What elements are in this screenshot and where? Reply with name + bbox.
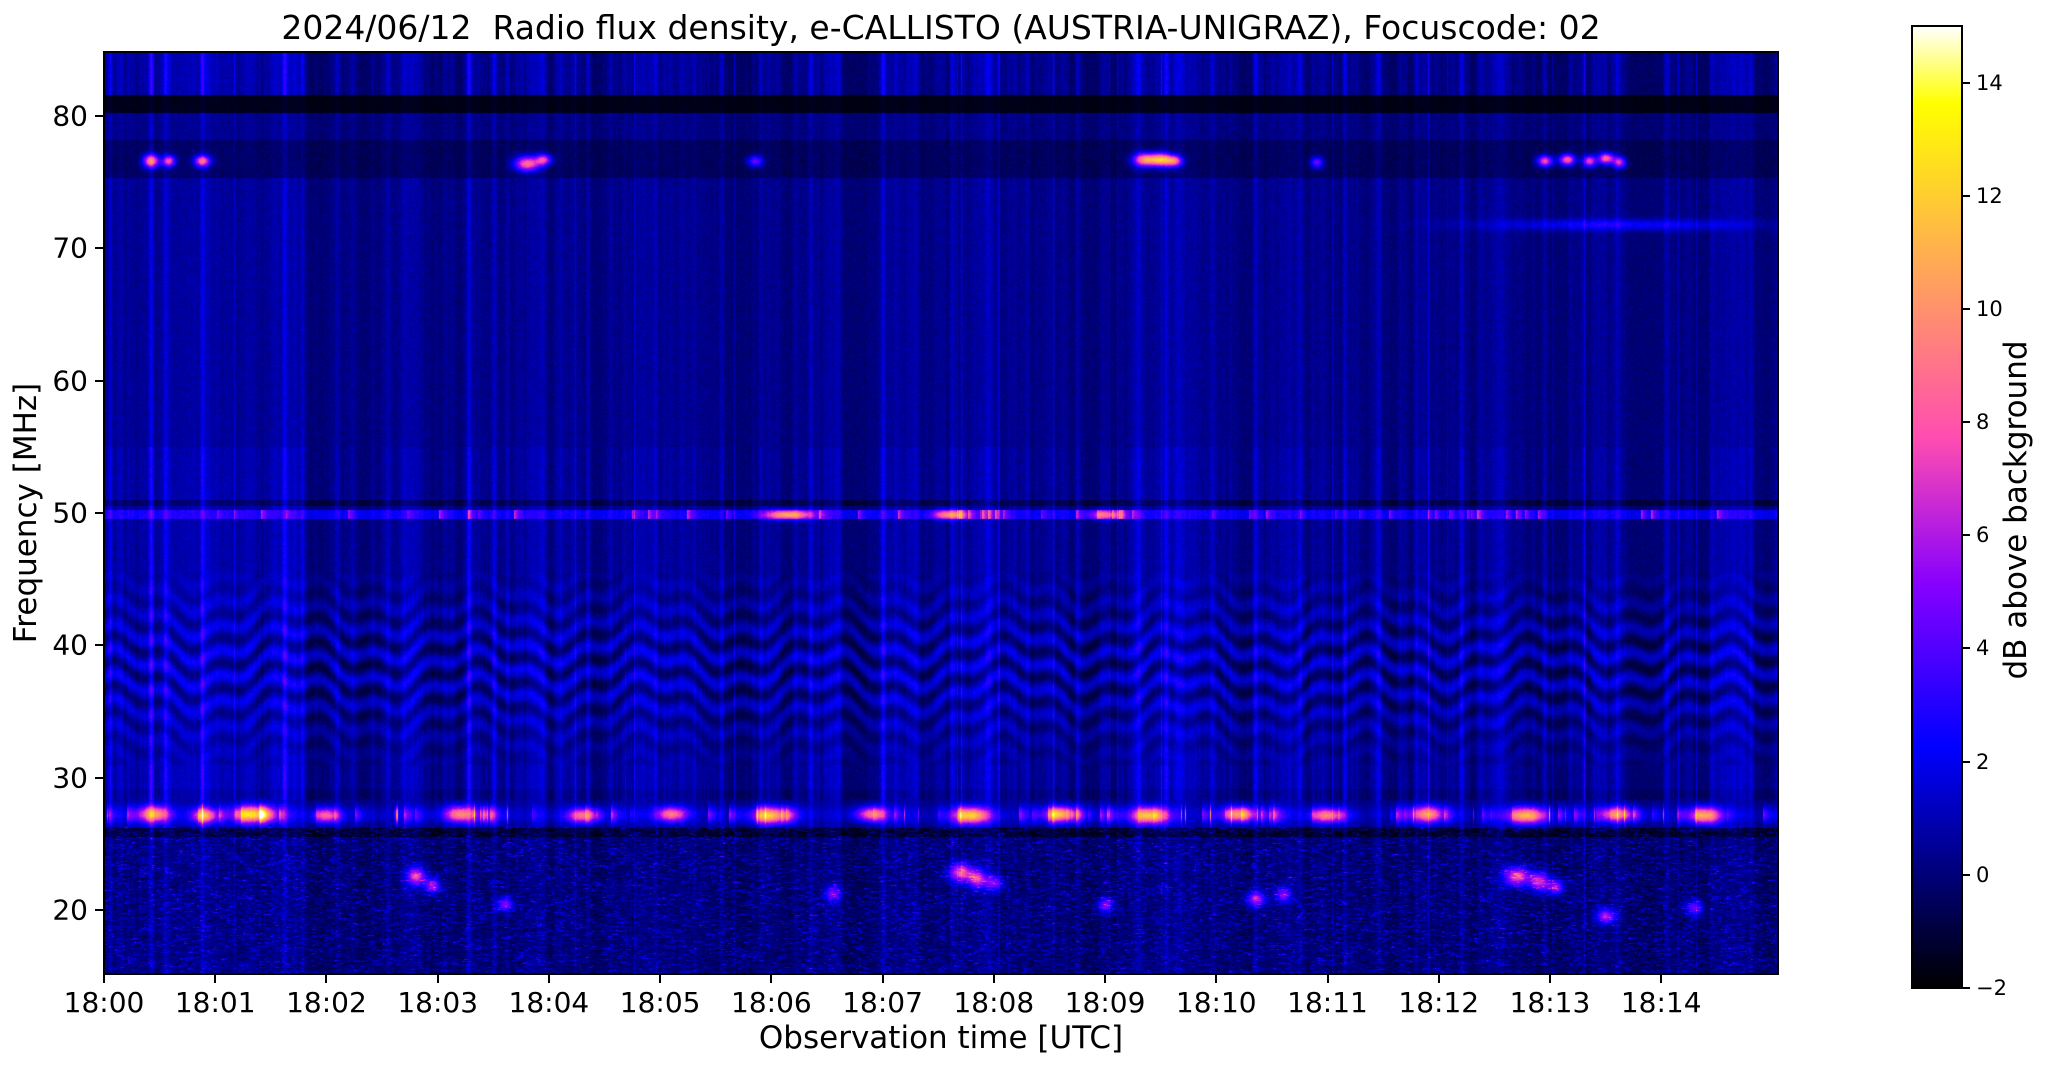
- y-tick-label: 30: [52, 761, 88, 795]
- x-tick-label: 18:06: [731, 986, 812, 1019]
- colorbar-tick-mark: [1962, 534, 1970, 537]
- colorbar-tick-mark: [1962, 194, 1970, 197]
- x-axis-label: Observation time [UTC]: [758, 1020, 1124, 1056]
- x-tick-mark: [436, 974, 439, 983]
- x-tick-mark: [881, 974, 884, 983]
- x-tick-mark: [1548, 974, 1551, 983]
- x-tick-mark: [325, 974, 328, 983]
- y-tick-label: 80: [52, 99, 88, 133]
- colorbar-tick-mark: [1962, 873, 1970, 876]
- colorbar-tick-label: 10: [1976, 296, 2003, 321]
- colorbar-tick-mark: [1962, 647, 1970, 650]
- y-tick-mark: [95, 776, 104, 779]
- y-tick-mark: [95, 114, 104, 117]
- x-tick-mark: [1326, 974, 1329, 983]
- y-tick-label: 20: [52, 893, 88, 927]
- y-tick-mark: [95, 644, 104, 647]
- x-tick-mark: [214, 974, 217, 983]
- colorbar-tick-label: 14: [1976, 70, 2003, 95]
- x-tick-mark: [1215, 974, 1218, 983]
- colorbar-tick-mark: [1962, 421, 1970, 424]
- x-tick-label: 18:08: [953, 986, 1035, 1019]
- x-tick-label: 18:13: [1509, 986, 1591, 1019]
- colorbar-label: dB above background: [1998, 340, 2034, 680]
- x-tick-label: 18:01: [174, 986, 256, 1019]
- x-tick-mark: [547, 974, 550, 983]
- colorbar-tick-label: 8: [1976, 410, 1990, 435]
- x-tick-label: 18:00: [63, 986, 145, 1019]
- colorbar-tick-mark: [1962, 81, 1970, 84]
- colorbar-tick-label: 12: [1976, 183, 2003, 208]
- x-tick-mark: [992, 974, 995, 983]
- colorbar-tick-label: −2: [1976, 976, 2007, 1000]
- colorbar-tick-label: 4: [1976, 636, 1990, 661]
- x-tick-label: 18:12: [1398, 986, 1480, 1019]
- x-tick-label: 18:07: [842, 986, 923, 1019]
- x-tick-mark: [103, 974, 105, 983]
- x-tick-mark: [1437, 974, 1440, 983]
- y-tick-mark: [95, 247, 104, 250]
- colorbar-tick-mark: [1962, 987, 1970, 989]
- x-tick-mark: [1660, 974, 1663, 983]
- x-tick-label: 18:10: [1175, 986, 1257, 1019]
- colorbar-tick-label: 2: [1976, 749, 1990, 774]
- colorbar-tick-mark: [1962, 307, 1970, 310]
- spectrogram-canvas: [104, 52, 1778, 974]
- y-tick-mark: [95, 379, 104, 382]
- y-axis-label: Frequency [MHz]: [8, 382, 44, 644]
- colorbar-canvas: [1912, 26, 1962, 988]
- x-tick-label: 18:14: [1620, 986, 1702, 1019]
- y-tick-mark: [95, 512, 104, 514]
- x-tick-mark: [659, 974, 662, 983]
- y-tick-label: 70: [52, 231, 88, 265]
- x-tick-mark: [1104, 974, 1107, 983]
- chart-title: 2024/06/12 Radio flux density, e-CALLIST…: [281, 8, 1601, 47]
- x-tick-label: 18:03: [397, 986, 479, 1019]
- x-tick-label: 18:02: [286, 986, 367, 1019]
- colorbar-tick-label: 0: [1976, 862, 1990, 887]
- x-tick-label: 18:05: [619, 986, 701, 1019]
- x-tick-mark: [770, 974, 773, 983]
- y-tick-mark: [95, 909, 104, 912]
- x-tick-label: 18:09: [1064, 986, 1146, 1019]
- colorbar-tick-label: 6: [1976, 523, 1990, 548]
- x-tick-label: 18:11: [1287, 986, 1368, 1019]
- colorbar-tick-mark: [1962, 760, 1970, 763]
- x-tick-label: 18:04: [508, 986, 590, 1019]
